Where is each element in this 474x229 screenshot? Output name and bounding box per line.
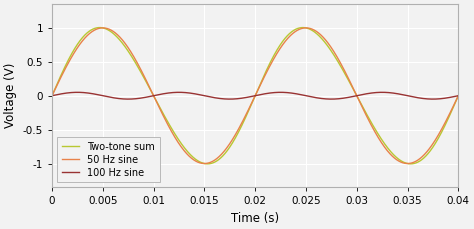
50 Hz sine [456, 94, 461, 97]
100 Hz sine [242, 96, 248, 99]
100 Hz sine [443, 97, 449, 99]
Two-tone sum [223, 151, 229, 153]
Two-tone sum [423, 155, 428, 157]
Line: Two-tone sum: Two-tone sum [52, 27, 458, 164]
50 Hz sine [220, 151, 226, 154]
Two-tone sum [205, 163, 210, 165]
Two-tone sum [345, 77, 350, 79]
Y-axis label: Voltage (V): Voltage (V) [4, 63, 17, 128]
Line: 100 Hz sine: 100 Hz sine [52, 92, 458, 99]
50 Hz sine [223, 147, 229, 150]
50 Hz sine [345, 75, 350, 77]
50 Hz sine [423, 152, 428, 154]
100 Hz sine [423, 97, 428, 100]
100 Hz sine [345, 96, 350, 99]
Two-tone sum [220, 155, 226, 157]
Legend: Two-tone sum, 50 Hz sine, 100 Hz sine: Two-tone sum, 50 Hz sine, 100 Hz sine [57, 137, 160, 182]
Two-tone sum [443, 122, 449, 125]
100 Hz sine [456, 94, 461, 97]
100 Hz sine [430, 98, 436, 101]
50 Hz sine [443, 120, 449, 122]
100 Hz sine [49, 94, 55, 97]
50 Hz sine [49, 94, 55, 97]
Two-tone sum [242, 117, 248, 120]
50 Hz sine [242, 115, 248, 118]
X-axis label: Time (s): Time (s) [231, 212, 279, 225]
100 Hz sine [223, 98, 229, 100]
100 Hz sine [220, 97, 226, 100]
Line: 50 Hz sine: 50 Hz sine [52, 28, 458, 164]
50 Hz sine [405, 162, 410, 165]
Two-tone sum [49, 94, 55, 97]
Two-tone sum [300, 26, 306, 29]
50 Hz sine [100, 27, 106, 29]
100 Hz sine [74, 91, 80, 94]
Two-tone sum [456, 94, 461, 97]
